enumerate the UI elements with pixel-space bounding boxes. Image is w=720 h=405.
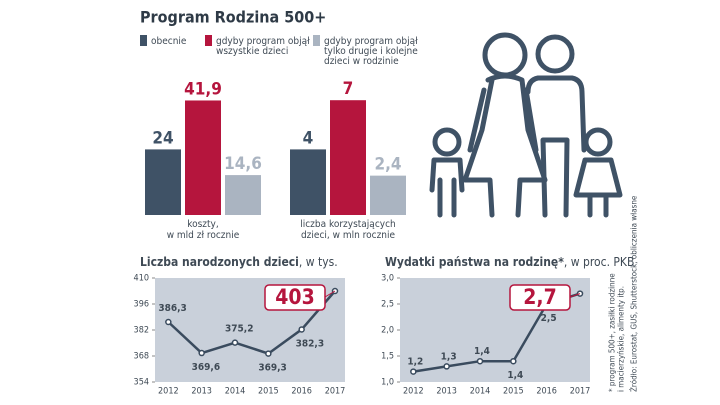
x-tick-label: 2013: [191, 387, 212, 397]
callout-box: [509, 284, 571, 311]
point: [198, 349, 205, 357]
x-tick-label: 2012: [158, 387, 179, 397]
callout-label: 2,7: [523, 285, 556, 309]
chart-unit: , w proc. PKB: [564, 255, 635, 269]
line: [167, 290, 336, 355]
footnote-line: * program 500+, zasiłki rodzinne: [608, 273, 617, 392]
bar-value-label: 14,6: [224, 154, 262, 174]
x-tick-label: 2013: [436, 387, 457, 397]
x-tick-label: 2015: [503, 387, 524, 397]
y-tick-label: 2,0: [381, 326, 394, 336]
y-tick-label: 3,0: [381, 274, 394, 284]
value-label: 386,3: [158, 303, 186, 314]
bar: [225, 175, 261, 215]
y-tick-label: 410: [134, 274, 149, 284]
callout-line: [569, 293, 581, 298]
chart-title: Liczba narodzonych dzieci, w tys.: [140, 255, 338, 269]
value-label: 1,4: [507, 370, 523, 381]
footnote: * program 500+, zasiłki rodzinne i macier…: [608, 195, 639, 392]
legend-swatch: [313, 35, 320, 46]
point: [298, 326, 305, 333]
legend-label: obecnie: [151, 36, 187, 47]
legend-label: gdyby program objął: [324, 36, 418, 47]
bar-value-label: 4: [303, 128, 314, 148]
bar-caption: liczba korzystających: [300, 219, 396, 230]
bar-value-label: 24: [152, 128, 173, 148]
y-tick-label: 382: [134, 326, 149, 336]
y-tick-label: 1,0: [381, 378, 394, 388]
bar: [185, 100, 221, 215]
chart-title: Wydatki państwa na rodzinę*, w proc. PKB: [385, 255, 634, 269]
legend-label: gdyby program objął: [216, 36, 310, 47]
point: [443, 363, 450, 370]
family-icon: [429, 32, 623, 218]
x-tick-label: 2017: [325, 387, 346, 397]
x-tick-label: 2014: [225, 387, 246, 397]
y-tick-label: 2,5: [381, 300, 394, 310]
y-tick-label: 368: [134, 352, 149, 362]
bar-caption: w mld zł rocznie: [167, 230, 240, 241]
value-label: 1,4: [474, 346, 490, 357]
legend-swatch: [140, 35, 147, 46]
y-tick-label: 1,5: [381, 352, 394, 362]
chart-title-bold: Liczba narodzonych dzieci: [140, 255, 299, 269]
legend-label: wszystkie dzieci: [216, 46, 288, 57]
callout-line: [324, 290, 336, 298]
point: [410, 368, 417, 375]
y-tick-label: 396: [134, 300, 149, 310]
bar-caption: dzieci, w mln rocznie: [301, 230, 396, 241]
point: [476, 357, 484, 365]
y-tick-label: 354: [134, 378, 149, 388]
bar-caption: koszty,: [187, 219, 218, 230]
callout-box: [264, 284, 326, 311]
footnote-line: i macierzyńskie, alimenty itp.: [617, 286, 626, 392]
x-tick-label: 2012: [403, 387, 424, 397]
bar: [330, 100, 366, 215]
legend-label: dzieci w rodzinie: [324, 56, 399, 67]
point: [510, 357, 517, 365]
value-label: 382,3: [296, 338, 324, 349]
value-label: 2,5: [541, 313, 557, 324]
point: [231, 339, 239, 346]
point: [265, 350, 272, 357]
chart-title-bold: Wydatki państwa na rodzinę*: [385, 255, 564, 269]
point: [165, 318, 172, 326]
x-tick-label: 2014: [470, 387, 491, 397]
value-label: 369,6: [192, 362, 220, 373]
bar: [290, 149, 326, 215]
value-label: 1,3: [441, 351, 457, 362]
value-label: 1,2: [407, 357, 423, 368]
legend-swatch: [205, 35, 212, 46]
bar-value-label: 7: [343, 79, 354, 99]
x-tick-label: 2015: [258, 387, 279, 397]
x-tick-label: 2016: [291, 387, 312, 397]
bar: [370, 175, 406, 215]
bar-value-label: 41,9: [184, 79, 222, 99]
bar-value-label: 2,4: [374, 155, 401, 175]
bar: [145, 149, 181, 215]
callout-label: 403: [275, 285, 314, 309]
x-tick-label: 2016: [536, 387, 557, 397]
x-tick-label: 2017: [570, 387, 591, 397]
source: Źródło: Eurostat, GUS, Shutterstock, obl…: [628, 195, 639, 392]
value-label: 375,2: [225, 324, 253, 335]
title: Program Rodzina 500+: [140, 8, 326, 27]
legend-label: tylko drugie i kolejne: [324, 46, 418, 57]
chart-unit: , w tys.: [299, 255, 338, 269]
value-label: 369,3: [258, 363, 286, 374]
